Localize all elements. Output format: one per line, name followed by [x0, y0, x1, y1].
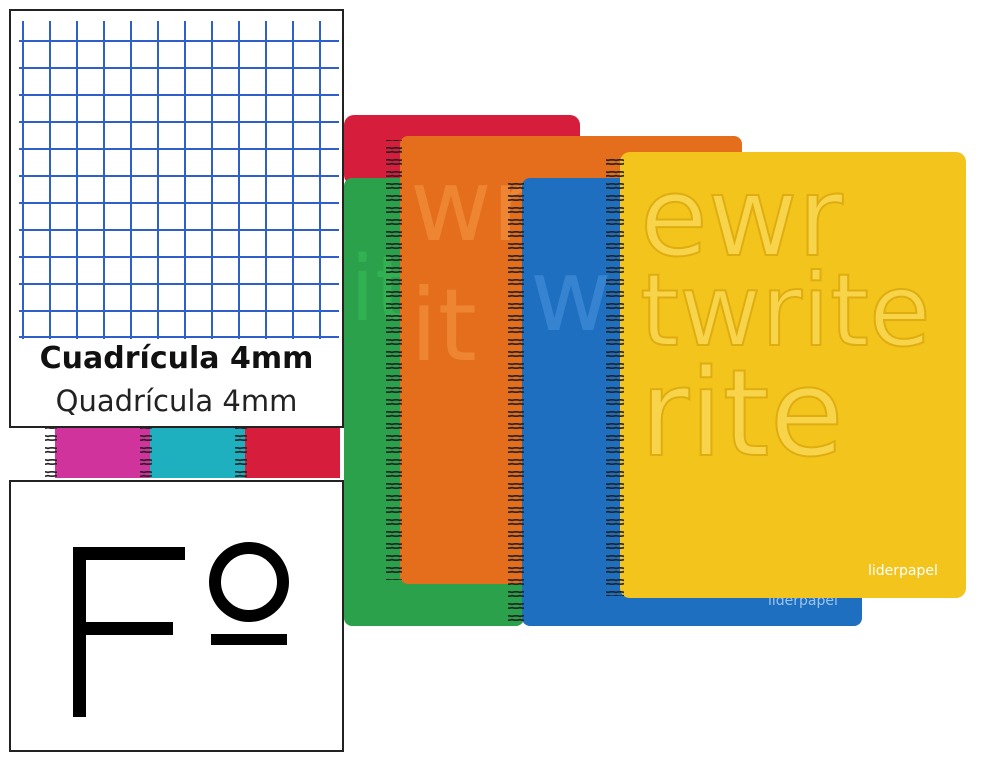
svg-text:liderpapel: liderpapel — [868, 563, 938, 579]
svg-text:rite: rite — [640, 345, 844, 484]
back-small-notebooks — [45, 428, 340, 478]
grid-title: Cuadrícula 4mm — [39, 341, 314, 376]
yellow-notebook: ewr twrite rite liderpapel — [606, 152, 966, 598]
svg-text:ewr: ewr — [640, 153, 844, 281]
grid-sample-panel: Cuadrícula 4mm Quadrícula 4mm — [9, 9, 344, 428]
format-panel — [9, 480, 344, 752]
svg-text:twrite: twrite — [640, 252, 931, 369]
grid-subtitle: Quadrícula 4mm — [55, 384, 298, 418]
format-symbol — [73, 542, 289, 717]
grid-pattern — [19, 21, 339, 339]
svg-text:it: it — [410, 267, 477, 384]
